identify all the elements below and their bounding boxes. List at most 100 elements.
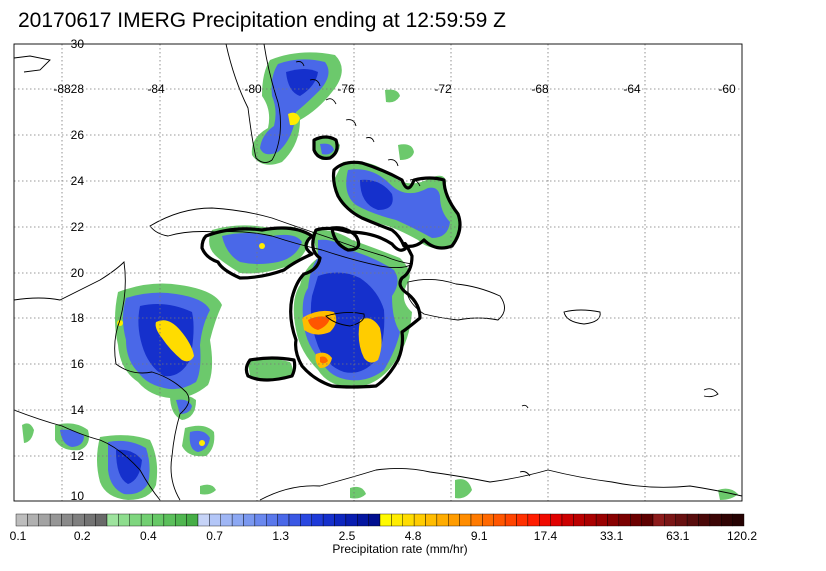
colorbar-swatch <box>345 513 358 527</box>
colorbar-swatch <box>277 513 290 527</box>
colorbar-tick-label: 1.3 <box>272 529 289 543</box>
colorbar-swatch <box>732 513 745 527</box>
lon-label: -80 <box>244 82 262 96</box>
colorbar-swatch <box>152 513 165 527</box>
colorbar-swatch <box>527 513 540 527</box>
colorbar-swatch <box>459 513 472 527</box>
lat-label: 30 <box>71 37 85 51</box>
colorbar-swatch <box>618 513 631 527</box>
colorbar-swatch <box>15 513 28 527</box>
colorbar <box>15 513 745 527</box>
colorbar-swatch <box>300 513 312 527</box>
colorbar-swatch <box>413 513 426 527</box>
colorbar-swatch <box>106 513 119 527</box>
colorbar-swatch <box>539 513 551 527</box>
colorbar-swatch <box>402 513 415 527</box>
colorbar-swatch <box>254 513 267 527</box>
colorbar-swatch <box>311 513 324 527</box>
lon-label: -88 <box>53 82 71 96</box>
lon-label: -68 <box>531 82 549 96</box>
colorbar-swatch <box>197 513 210 527</box>
colorbar-tick-label: 9.1 <box>471 529 488 543</box>
colorbar-swatch <box>584 513 597 527</box>
colorbar-swatch <box>573 513 585 527</box>
colorbar-swatch <box>709 513 722 527</box>
colorbar-swatch <box>38 513 51 527</box>
gridlines <box>14 44 742 501</box>
map-content <box>14 44 742 501</box>
colorbar-swatch <box>516 513 529 527</box>
colorbar-swatch <box>561 513 574 527</box>
colorbar-swatch <box>266 513 278 527</box>
colorbar-swatch <box>493 513 506 527</box>
colorbar-swatch <box>595 513 608 527</box>
colorbar-tick-label: 17.4 <box>534 529 558 543</box>
colorbar-swatch <box>288 513 301 527</box>
colorbar-swatch <box>129 513 142 527</box>
colorbar-swatch <box>675 513 688 527</box>
colorbar-tick-label: 2.5 <box>339 529 356 543</box>
lat-label: 12 <box>71 449 85 463</box>
precip-heavy-layer <box>116 69 393 484</box>
colorbar-swatch <box>72 513 85 527</box>
colorbar-swatch <box>504 513 517 527</box>
colorbar-swatch <box>686 513 699 527</box>
colorbar-swatch <box>607 513 620 527</box>
colorbar-swatch <box>470 513 483 527</box>
colorbar-swatch <box>140 513 153 527</box>
colorbar-swatch <box>482 513 494 527</box>
colorbar-swatch <box>379 513 392 527</box>
colorbar-swatch <box>186 513 199 527</box>
lat-label: 20 <box>71 266 85 280</box>
colorbar-swatch <box>322 513 335 527</box>
lat-label: 22 <box>71 220 85 234</box>
colorbar-swatch <box>95 513 108 527</box>
colorbar-swatch <box>357 513 369 527</box>
contour-outlines <box>200 135 462 389</box>
colorbar-tick-label: 0.1 <box>10 529 27 543</box>
colorbar-labels: 0.1 0.2 0.4 0.7 1.3 2.5 4.8 9.1 17.4 33.1 63.1 120.… <box>10 529 758 543</box>
coastlines <box>14 44 742 501</box>
latitude-labels: 30 28 26 24 22 20 18 16 14 12 10 <box>71 37 85 503</box>
lat-label: 16 <box>71 357 85 371</box>
colorbar-swatch <box>436 513 449 527</box>
colorbar-tick-label: 4.8 <box>405 529 422 543</box>
colorbar-tick-label: 0.2 <box>74 529 91 543</box>
lat-label: 24 <box>71 174 85 188</box>
colorbar-tick-label: 63.1 <box>666 529 690 543</box>
lat-label: 18 <box>71 311 85 325</box>
map-title: 20170617 IMERG Precipitation ending at 1… <box>18 9 506 32</box>
colorbar-swatch <box>698 513 711 527</box>
colorbar-swatch <box>652 513 665 527</box>
colorbar-swatch <box>664 513 676 527</box>
colorbar-swatch <box>448 513 460 527</box>
colorbar-swatch <box>163 513 176 527</box>
lon-label: -64 <box>623 82 641 96</box>
lon-label: -72 <box>434 82 452 96</box>
colorbar-tick-label: 0.4 <box>140 529 157 543</box>
colorbar-swatch <box>641 513 654 527</box>
colorbar-swatch <box>231 513 244 527</box>
lat-label: 14 <box>71 403 85 417</box>
colorbar-swatch <box>27 513 39 527</box>
colorbar-swatch <box>391 513 403 527</box>
colorbar-swatch <box>368 513 381 527</box>
colorbar-swatch <box>175 513 187 527</box>
colorbar-swatch <box>118 513 130 527</box>
map-frame <box>13 43 743 502</box>
colorbar-tick-label: 33.1 <box>600 529 624 543</box>
colorbar-title: Precipitation rate (mm/hr) <box>332 542 468 556</box>
colorbar-swatch <box>84 513 96 527</box>
longitude-labels: -88 -84 -80 -76 -72 -68 -64 -60 <box>53 82 736 96</box>
colorbar-swatch <box>425 513 438 527</box>
colorbar-swatch <box>550 513 563 527</box>
colorbar-swatch <box>49 513 62 527</box>
colorbar-swatch <box>220 513 233 527</box>
lat-label: 28 <box>71 82 85 96</box>
colorbar-swatch <box>630 513 642 527</box>
colorbar-tick-label: 0.7 <box>206 529 223 543</box>
precip-intense-layer <box>117 112 382 446</box>
lon-label: -60 <box>718 82 736 96</box>
lat-label: 10 <box>71 489 85 503</box>
